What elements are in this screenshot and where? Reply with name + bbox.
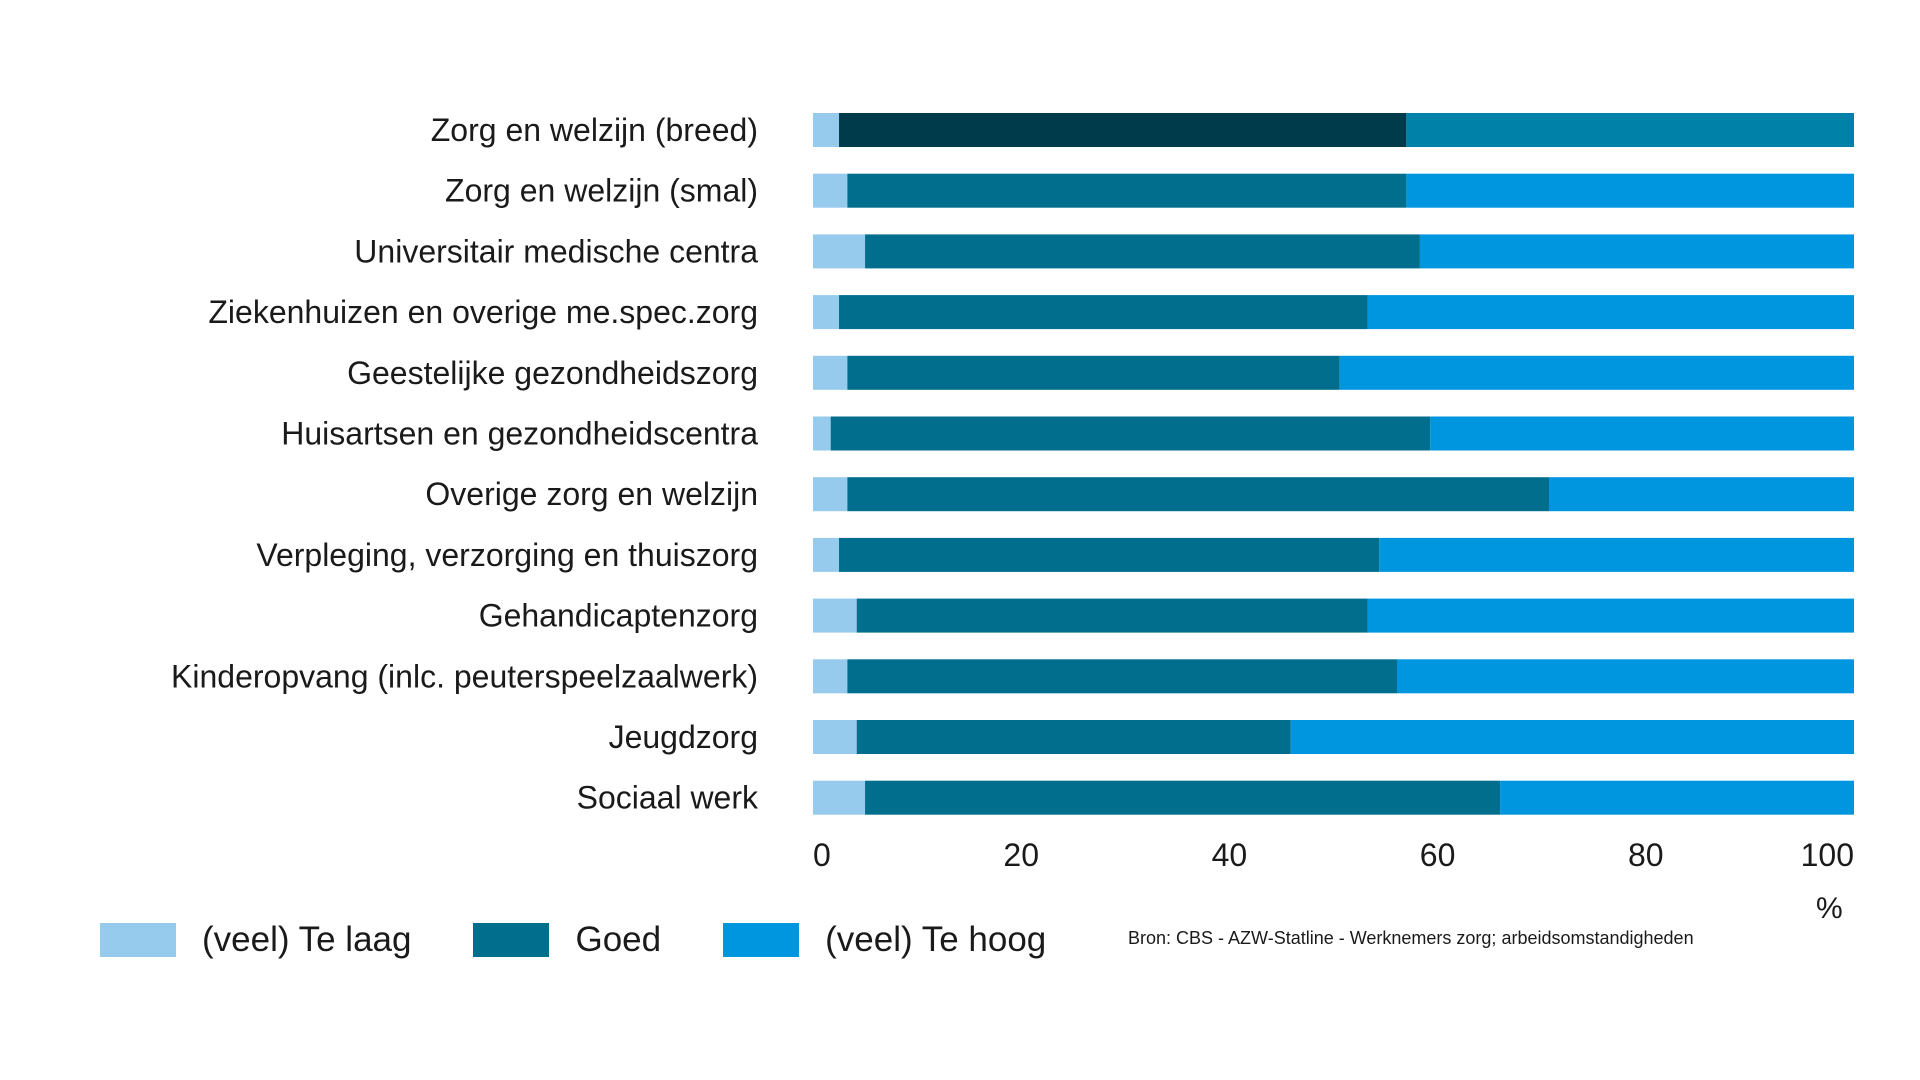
category-label-overige-zorg-en-welzijn: Overige zorg en welzijn xyxy=(425,476,758,512)
bar-zorg-en-welzijn-breed-veel-te-laag xyxy=(813,113,840,147)
legend-swatch-goed xyxy=(473,923,550,957)
bar-ziekenhuizen-en-overige-me-spec-zorg-veel-te-laag xyxy=(813,295,840,330)
category-label-geestelijke-gezondheidszorg: Geestelijke gezondheidszorg xyxy=(347,355,758,391)
category-label-gehandicaptenzorg: Gehandicaptenzorg xyxy=(479,598,758,634)
bar-gehandicaptenzorg-veel-te-hoog xyxy=(1367,598,1854,633)
unit-label: % xyxy=(1816,892,1843,925)
x-tick-100: 100 xyxy=(1801,837,1854,873)
legend: (veel) Te laag Goed (veel) Te hoog xyxy=(100,920,1108,960)
legend-item-goed: Goed xyxy=(473,920,661,960)
bar-zorg-en-welzijn-smal-veel-te-hoog xyxy=(1406,173,1854,208)
bar-ziekenhuizen-en-overige-me-spec-zorg-veel-te-hoog xyxy=(1367,295,1854,330)
category-label-universitair-medische-centra: Universitair medische centra xyxy=(354,233,758,269)
category-label-ziekenhuizen-en-overige-me-spec-zorg: Ziekenhuizen en overige me.spec.zorg xyxy=(208,294,758,330)
x-tick-80: 80 xyxy=(1628,837,1664,873)
bar-jeugdzorg-goed xyxy=(856,720,1291,754)
legend-item-te-hoog: (veel) Te hoog xyxy=(723,920,1046,960)
bar-verpleging-verzorging-en-thuiszorg-veel-te-laag xyxy=(813,537,840,572)
bar-ziekenhuizen-en-overige-me-spec-zorg-goed xyxy=(839,295,1368,330)
source-note: Bron: CBS - AZW-Statline - Werknemers zo… xyxy=(1128,928,1694,948)
x-tick-40: 40 xyxy=(1212,837,1248,873)
category-label-jeugdzorg: Jeugdzorg xyxy=(609,719,758,755)
category-label-zorg-en-welzijn-breed: Zorg en welzijn (breed) xyxy=(431,112,758,148)
bar-overige-zorg-en-welzijn-veel-te-laag xyxy=(813,477,848,512)
x-tick-60: 60 xyxy=(1420,837,1456,873)
category-label-sociaal-werk: Sociaal werk xyxy=(577,780,759,816)
legend-label-te-laag: (veel) Te laag xyxy=(202,920,412,959)
bar-universitair-medische-centra-veel-te-hoog xyxy=(1419,234,1854,269)
bar-verpleging-verzorging-en-thuiszorg-veel-te-hoog xyxy=(1379,537,1854,572)
bar-zorg-en-welzijn-smal-goed xyxy=(847,173,1407,208)
bar-kinderopvang-inlc-peuterspeelzaalwerk-veel-te-laag xyxy=(813,659,848,694)
bar-huisartsen-en-gezondheidscentra-goed xyxy=(830,416,1431,451)
category-label-kinderopvang-inlc-peuterspeelzaalwerk: Kinderopvang (inlc. peuterspeelzaalwerk) xyxy=(171,658,758,694)
legend-label-te-hoog: (veel) Te hoog xyxy=(825,920,1047,959)
bar-gehandicaptenzorg-goed xyxy=(856,598,1368,633)
bars xyxy=(813,113,1854,815)
bar-kinderopvang-inlc-peuterspeelzaalwerk-veel-te-hoog xyxy=(1397,659,1854,694)
category-labels: Zorg en welzijn (breed) Zorg en welzijn (… xyxy=(171,112,759,816)
bar-zorg-en-welzijn-breed-veel-te-hoog xyxy=(1406,113,1854,147)
bar-sociaal-werk-veel-te-laag xyxy=(813,780,866,815)
x-tick-20: 20 xyxy=(1003,837,1039,873)
bar-huisartsen-en-gezondheidscentra-veel-te-laag xyxy=(813,416,831,451)
bar-universitair-medische-centra-goed xyxy=(865,234,1420,269)
bar-sociaal-werk-veel-te-hoog xyxy=(1500,780,1854,815)
bar-verpleging-verzorging-en-thuiszorg-goed xyxy=(839,537,1380,572)
legend-item-te-laag: (veel) Te laag xyxy=(100,920,411,960)
bar-jeugdzorg-veel-te-hoog xyxy=(1290,720,1854,754)
bar-huisartsen-en-gezondheidscentra-veel-te-hoog xyxy=(1430,416,1854,451)
bar-geestelijke-gezondheidszorg-veel-te-laag xyxy=(813,355,848,390)
bar-universitair-medische-centra-veel-te-laag xyxy=(813,234,866,269)
bar-overige-zorg-en-welzijn-veel-te-hoog xyxy=(1548,477,1854,512)
bar-zorg-en-welzijn-smal-veel-te-laag xyxy=(813,173,848,208)
bar-gehandicaptenzorg-veel-te-laag xyxy=(813,598,857,633)
bar-kinderopvang-inlc-peuterspeelzaalwerk-goed xyxy=(847,659,1397,694)
legend-label-goed: Goed xyxy=(575,920,662,959)
legend-swatch-te-hoog xyxy=(723,923,800,957)
bar-zorg-en-welzijn-breed-goed xyxy=(839,113,1407,147)
bar-sociaal-werk-goed xyxy=(865,780,1501,815)
bar-jeugdzorg-veel-te-laag xyxy=(813,720,857,754)
x-tick-0: 0 xyxy=(813,837,831,873)
bar-overige-zorg-en-welzijn-goed xyxy=(847,477,1549,512)
category-label-zorg-en-welzijn-smal: Zorg en welzijn (smal) xyxy=(445,173,758,209)
category-label-huisartsen-en-gezondheidscentra: Huisartsen en gezondheidscentra xyxy=(281,416,758,452)
bar-geestelijke-gezondheidszorg-goed xyxy=(847,355,1340,390)
bar-geestelijke-gezondheidszorg-veel-te-hoog xyxy=(1339,355,1854,390)
legend-swatch-te-laag xyxy=(100,923,176,957)
category-label-verpleging-verzorging-en-thuiszorg: Verpleging, verzorging en thuiszorg xyxy=(256,537,758,573)
x-axis-ticks: 0 20 40 60 80 100 xyxy=(813,837,1854,873)
